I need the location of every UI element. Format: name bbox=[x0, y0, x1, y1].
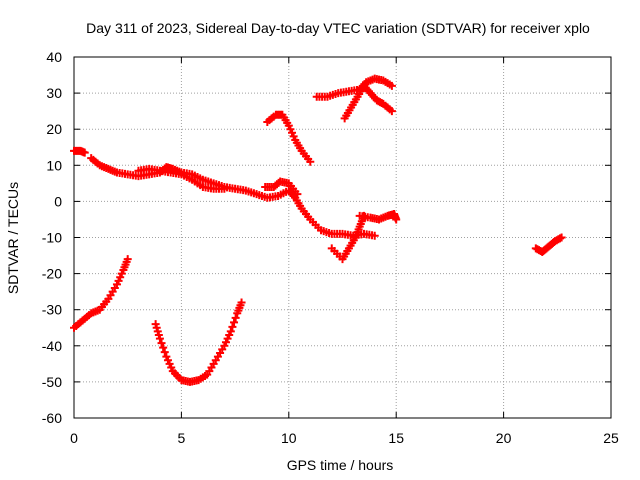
x-tick-label: 20 bbox=[496, 430, 512, 446]
x-axis-label: GPS time / hours bbox=[287, 457, 394, 473]
y-tick-label: -10 bbox=[42, 230, 62, 246]
data-point bbox=[392, 215, 401, 224]
chart-title: Day 311 of 2023, Sidereal Day-to-day VTE… bbox=[86, 20, 590, 36]
data-point bbox=[387, 107, 396, 116]
data-point bbox=[237, 298, 246, 307]
data-point bbox=[387, 81, 396, 90]
series-arc-1 bbox=[70, 146, 89, 157]
data-point bbox=[155, 334, 164, 343]
series-arc-10 bbox=[355, 210, 401, 224]
data-point bbox=[226, 327, 235, 336]
data-point bbox=[370, 231, 379, 240]
series-arc-3 bbox=[261, 177, 302, 199]
data-point bbox=[157, 339, 166, 348]
grid-lines bbox=[74, 57, 611, 418]
series-arc-8 bbox=[340, 81, 396, 123]
data-point bbox=[230, 318, 239, 327]
data-point bbox=[220, 184, 229, 193]
data-point bbox=[231, 313, 240, 322]
y-tick-label: -40 bbox=[42, 338, 62, 354]
data-point bbox=[160, 348, 169, 357]
y-tick-label: -60 bbox=[42, 410, 62, 426]
data-point bbox=[123, 255, 132, 264]
data-point bbox=[293, 190, 302, 199]
x-tick-label: 0 bbox=[70, 430, 78, 446]
plot-frame bbox=[73, 56, 612, 419]
series-arc-11 bbox=[531, 233, 566, 256]
series-arc-5 bbox=[151, 298, 246, 386]
x-tick-label: 25 bbox=[603, 430, 619, 446]
series-arc-6 bbox=[263, 110, 315, 166]
x-tick-label: 10 bbox=[281, 430, 297, 446]
data-point bbox=[557, 233, 566, 242]
series-arc-2b bbox=[134, 164, 229, 193]
data-point bbox=[80, 148, 89, 157]
x-tick-label: 15 bbox=[388, 430, 404, 446]
y-tick-label: -30 bbox=[42, 302, 62, 318]
y-tick-label: 30 bbox=[46, 85, 62, 101]
data-point bbox=[306, 157, 315, 166]
y-tick-label: 40 bbox=[46, 49, 62, 65]
data-point bbox=[159, 343, 168, 352]
series-arc-4 bbox=[70, 255, 132, 332]
data-point bbox=[228, 322, 237, 331]
x-tick-label: 5 bbox=[178, 430, 186, 446]
y-tick-label: 0 bbox=[54, 193, 62, 209]
data-series bbox=[70, 74, 566, 386]
y-tick-label: -50 bbox=[42, 374, 62, 390]
y-tick-label: 10 bbox=[46, 157, 62, 173]
y-tick-label: 20 bbox=[46, 121, 62, 137]
y-axis-label: SDTVAR / TECUs bbox=[5, 182, 21, 294]
y-tick-label: -20 bbox=[42, 266, 62, 282]
